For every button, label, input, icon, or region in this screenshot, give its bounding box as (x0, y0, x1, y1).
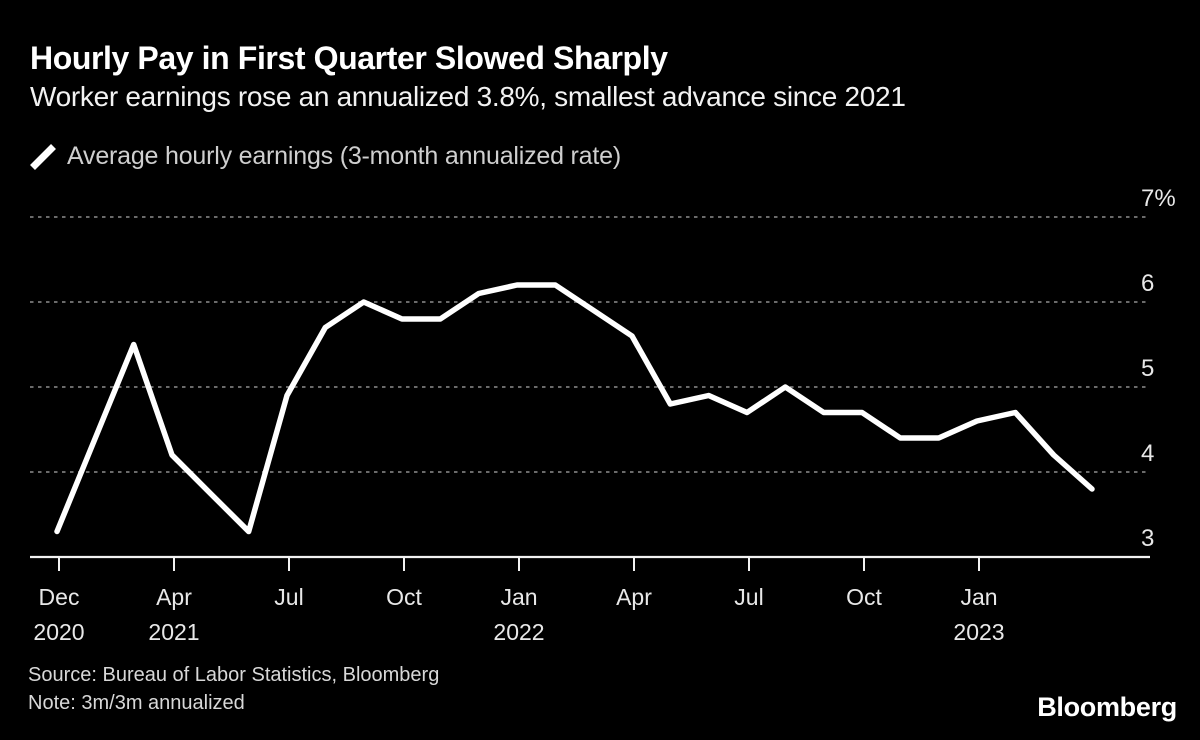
source-note: Source: Bureau of Labor Statistics, Bloo… (28, 664, 440, 686)
chart-title: Hourly Pay in First Quarter Slowed Sharp… (30, 40, 668, 76)
x-axis-label-year: 2023 (953, 619, 1004, 645)
x-axis-label: Jan (960, 584, 997, 610)
x-axis-label: Apr (616, 584, 652, 610)
legend-label: Average hourly earnings (3-month annuali… (67, 142, 621, 170)
y-axis-label: 6 (1141, 270, 1154, 297)
line-segment-icon (30, 143, 56, 170)
x-axis-label: Dec (39, 584, 80, 610)
x-axis-label: Jul (274, 584, 303, 610)
x-axis-label: Oct (846, 584, 882, 610)
legend: Average hourly earnings (3-month annuali… (30, 142, 621, 171)
bloomberg-logo: Bloomberg (1037, 692, 1177, 722)
y-axis-label: 4 (1141, 440, 1154, 467)
x-axis-label: Apr (156, 584, 192, 610)
y-axis-label: 3 (1141, 525, 1154, 552)
footer: Source: Bureau of Labor Statistics, Bloo… (28, 661, 439, 717)
y-axis-label: 7% (1141, 185, 1176, 212)
x-axis-label-year: 2020 (33, 619, 84, 645)
x-axis-label: Jul (734, 584, 763, 610)
earnings-line (54, 282, 1095, 535)
y-axis-label: 5 (1141, 355, 1154, 382)
x-axis-label-year: 2021 (148, 619, 199, 645)
x-axis-label-year: 2022 (493, 619, 544, 645)
chart-subtitle: Worker earnings rose an annualized 3.8%,… (30, 81, 906, 112)
method-note: Note: 3m/3m annualized (28, 692, 245, 714)
x-axis-label: Jan (500, 584, 537, 610)
x-axis-label: Oct (386, 584, 422, 610)
